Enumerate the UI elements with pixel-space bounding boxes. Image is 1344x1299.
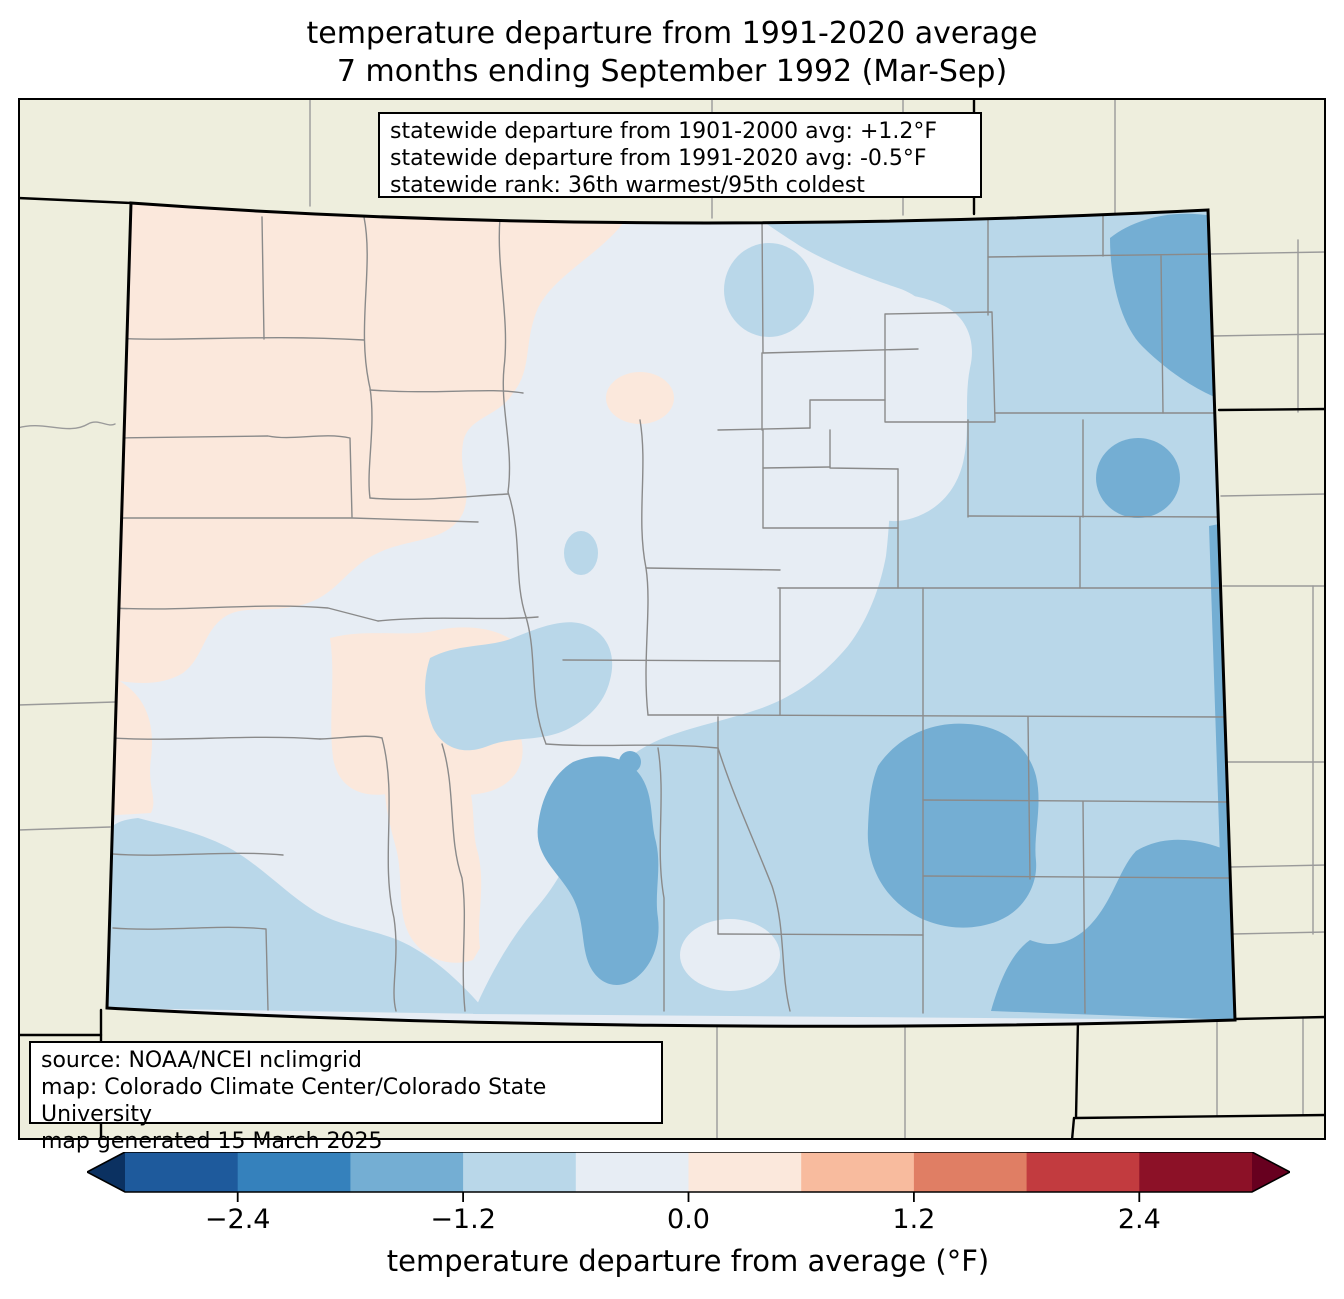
colorbar	[87, 1152, 1290, 1202]
source-attribution-box: source: NOAA/NCEI nclimgrid map: Colorad…	[29, 1041, 663, 1154]
colorbar-segments	[125, 1152, 1253, 1192]
colorbar-ticks	[236, 1192, 1141, 1202]
colorbar-segment	[688, 1152, 802, 1192]
axes-frame	[18, 98, 1326, 1140]
colorbar-outline	[87, 1152, 1290, 1193]
colorbar-segment	[1139, 1152, 1253, 1192]
colorbar-arrow-right	[1252, 1152, 1290, 1192]
county-lines	[112, 211, 1231, 1014]
source-line-1: source: NOAA/NCEI nclimgrid	[41, 1048, 362, 1073]
source-line-2: map: Colorado Climate Center/Colorado St…	[41, 1075, 547, 1127]
colorbar-tick-label: 0.0	[667, 1204, 710, 1235]
colorbar-axis-label: temperature departure from average (°F)	[386, 1244, 990, 1278]
colorbar-tick-label: 2.4	[1117, 1204, 1161, 1235]
colorbar-segment	[575, 1152, 690, 1192]
colorbar-arrow-left	[87, 1152, 125, 1192]
colorbar-segment	[801, 1152, 915, 1192]
colorbar-segment	[463, 1152, 577, 1192]
colorbar-tick-label: 1.2	[892, 1204, 936, 1235]
state-border	[105, 201, 1237, 1028]
source-line-3: map generated 15 March 2025	[41, 1129, 383, 1154]
colorbar-segment	[237, 1152, 351, 1192]
stats-line-1: statewide departure from 1901-2000 avg: …	[390, 119, 938, 144]
colorbar-tick-label: −1.2	[430, 1204, 496, 1235]
page-title-line1: temperature departure from 1991-2020 ave…	[306, 16, 1038, 51]
map-panel	[16, 96, 1328, 1142]
colorbar-segment	[1026, 1152, 1140, 1192]
colorado-map-svg	[16, 96, 1328, 1142]
colorbar-tick-label: −2.4	[204, 1204, 271, 1235]
colorbar-segment	[913, 1152, 1028, 1192]
page-title-line2: 7 months ending September 1992 (Mar-Sep)	[336, 54, 1008, 89]
statewide-stats-box: statewide departure from 1901-2000 avg: …	[378, 112, 982, 198]
colorbar-segment	[350, 1152, 464, 1192]
stats-line-2: statewide departure from 1991-2020 avg: …	[390, 146, 927, 171]
colorbar-segment	[125, 1152, 239, 1192]
stats-line-3: statewide rank: 36th warmest/95th coldes…	[390, 173, 865, 198]
